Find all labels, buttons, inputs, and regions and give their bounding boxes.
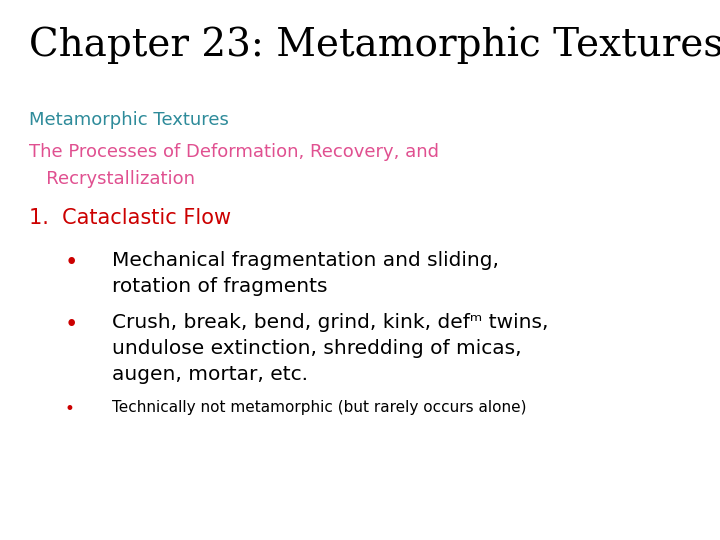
Text: rotation of fragments: rotation of fragments bbox=[112, 277, 327, 296]
Text: undulose extinction, shredding of micas,: undulose extinction, shredding of micas, bbox=[112, 339, 521, 358]
Text: Crush, break, bend, grind, kink, defᵐ twins,: Crush, break, bend, grind, kink, defᵐ tw… bbox=[112, 313, 548, 332]
Text: •: • bbox=[65, 313, 78, 336]
Text: •: • bbox=[65, 251, 78, 274]
Text: Technically not metamorphic (but rarely occurs alone): Technically not metamorphic (but rarely … bbox=[112, 400, 526, 415]
Text: The Processes of Deformation, Recovery, and: The Processes of Deformation, Recovery, … bbox=[29, 143, 438, 161]
Text: Chapter 23: Metamorphic Textures: Chapter 23: Metamorphic Textures bbox=[29, 27, 720, 64]
Text: Metamorphic Textures: Metamorphic Textures bbox=[29, 111, 229, 129]
Text: augen, mortar, etc.: augen, mortar, etc. bbox=[112, 365, 307, 384]
Text: Recrystallization: Recrystallization bbox=[29, 170, 195, 188]
Text: 1.  Cataclastic Flow: 1. Cataclastic Flow bbox=[29, 208, 231, 228]
Text: •: • bbox=[65, 400, 75, 417]
Text: Mechanical fragmentation and sliding,: Mechanical fragmentation and sliding, bbox=[112, 251, 498, 270]
